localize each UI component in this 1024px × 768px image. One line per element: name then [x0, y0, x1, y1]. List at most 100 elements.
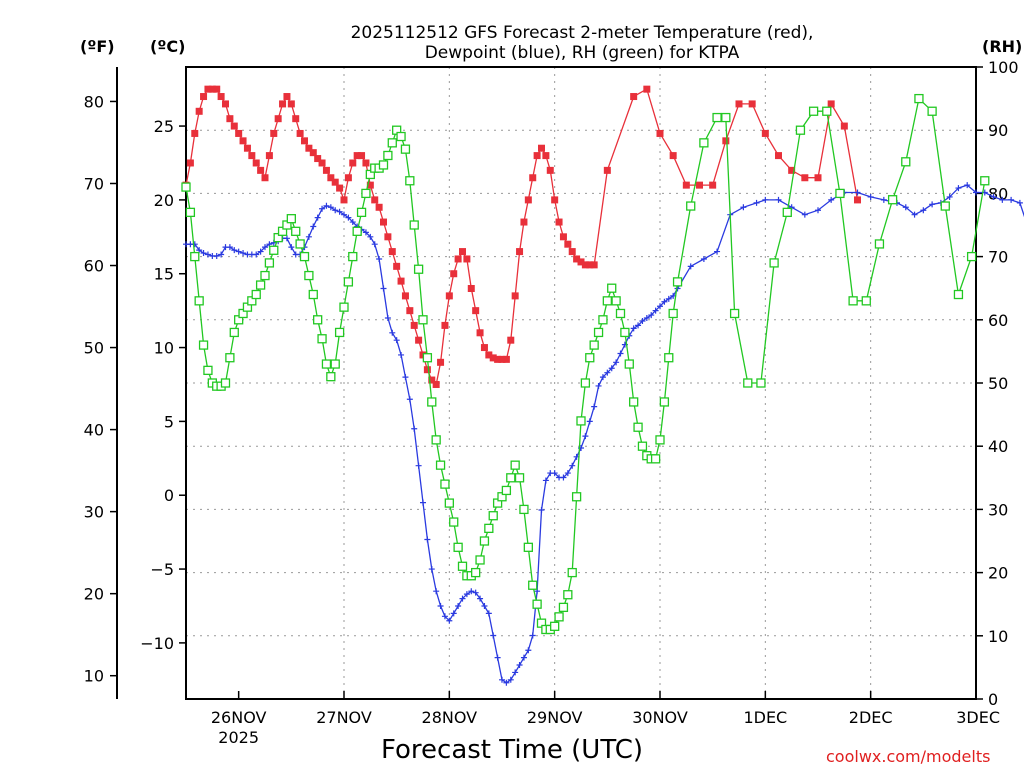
fahrenheit-tick-label: 60 [84, 257, 104, 276]
rh-point [756, 378, 766, 388]
dewpoint-point [345, 214, 352, 221]
temperature-point [840, 122, 848, 130]
rh-point [887, 195, 898, 205]
celsius-axis: 25 20 15 10 5 0 −5 −10 [140, 117, 186, 653]
dewpoint-point [867, 193, 874, 200]
rh-point [782, 207, 792, 218]
dewpoint-point [305, 233, 312, 240]
dewpoint-point [481, 602, 488, 609]
temperature-point [287, 100, 295, 108]
temperature-point [511, 292, 519, 300]
dewpoint-point [402, 374, 409, 381]
dewpoint-point [801, 211, 808, 218]
rh-point [449, 517, 459, 527]
temperature-point [529, 174, 537, 182]
rh-point [457, 561, 468, 571]
rh-point [624, 359, 634, 369]
dewpoint-point [424, 536, 431, 543]
temperature-point [375, 203, 383, 211]
series-filled-square [182, 85, 861, 388]
rh-tick-label: 100 [988, 58, 1019, 77]
temperature-point [489, 354, 497, 362]
rh-point [585, 353, 595, 363]
temperature-point [279, 100, 287, 108]
dewpoint-point [964, 182, 971, 189]
rh-point [313, 315, 323, 325]
temperature-point [467, 284, 475, 292]
rh-point [554, 612, 564, 622]
temperature-point [336, 184, 344, 192]
rh-point [510, 460, 520, 470]
temperature-point [709, 181, 717, 189]
temperature-point [656, 129, 664, 137]
temperature-point [305, 144, 313, 152]
temperature-point [362, 159, 370, 167]
rh-point [181, 182, 191, 192]
dewpoint-point [665, 295, 672, 302]
rh-point [413, 264, 424, 274]
temperature-point [226, 115, 234, 123]
series-line [186, 184, 1024, 684]
temperature-point [437, 358, 445, 366]
temperature-point [252, 159, 260, 167]
rh-point [620, 327, 630, 338]
dewpoint-point [384, 315, 391, 322]
dewpoint-point [657, 303, 663, 310]
temperature-point [581, 261, 589, 269]
dewpoint-point [323, 202, 330, 209]
rh-tick-label: 50 [988, 374, 1008, 393]
dewpoint-point [218, 251, 225, 258]
credit-text: coolwx.com/modelts [826, 747, 990, 766]
time-tick-label: 3DEC [956, 708, 1000, 727]
series-line [185, 97, 986, 631]
temperature-point [265, 152, 273, 160]
fahrenheit-tick-label: 40 [84, 421, 104, 440]
temperature-point [208, 85, 216, 93]
temperature-point [533, 152, 541, 160]
rh-point [334, 327, 345, 338]
rh-point [220, 378, 231, 388]
dewpoint-point [441, 613, 448, 620]
dewpoint-point [946, 193, 953, 200]
rh-point [659, 397, 670, 407]
rh-point [668, 308, 678, 319]
temperature-point [564, 240, 572, 248]
dewpoint-point [643, 315, 650, 322]
celsius-tick-label: −5 [150, 560, 174, 579]
temperature-point [322, 166, 330, 174]
dewpoint-point [191, 241, 198, 248]
dewpoint-point [520, 654, 527, 661]
fahrenheit-tick-label: 20 [84, 585, 104, 604]
temperature-point [775, 152, 782, 160]
dewpoint-point [371, 241, 378, 248]
temperature-point [590, 261, 598, 269]
dewpoint-point [762, 196, 769, 203]
temperature-point [401, 292, 409, 300]
dewpoint-point [319, 205, 326, 212]
dewpoint-point [595, 382, 602, 389]
temperature-point [555, 218, 563, 226]
dewpoint-point [283, 235, 290, 242]
dewpoint-point [349, 219, 356, 226]
rh-tick-label: 0 [988, 690, 998, 709]
dewpoint-point [973, 189, 979, 196]
dewpoint-point [630, 325, 637, 332]
rh-point [229, 327, 239, 338]
temperature-point [559, 233, 567, 241]
celsius-tick-label: 25 [154, 117, 174, 136]
dewpoint-point [446, 617, 453, 624]
rh-tick-label: 10 [988, 627, 1008, 646]
temperature-point [393, 262, 401, 270]
dewpoint-point [393, 337, 400, 344]
rh-point [523, 542, 533, 552]
rh-point [637, 441, 648, 451]
rh-point [874, 239, 885, 249]
dewpoint-point [648, 312, 655, 319]
temperature-point [476, 329, 484, 337]
rh-point [255, 280, 266, 290]
temperature-point [801, 174, 809, 182]
rh-point [729, 308, 740, 319]
dewpoint-point [288, 244, 295, 251]
